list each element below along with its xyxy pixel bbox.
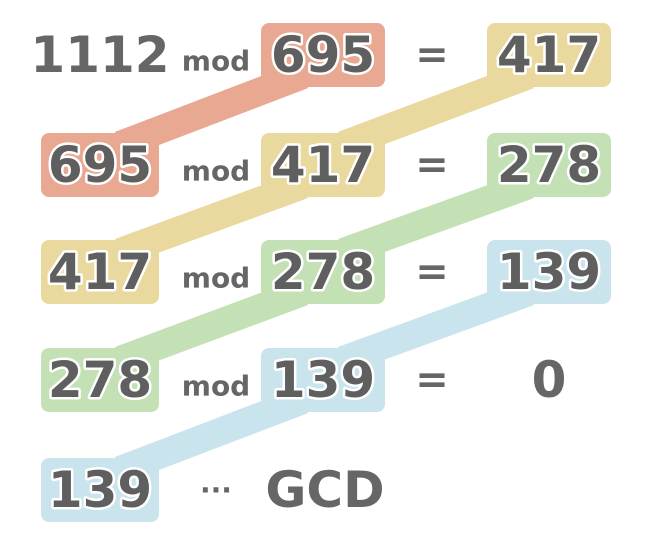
gcd-value: 139 xyxy=(48,461,152,519)
gcd-value-box xyxy=(41,458,159,522)
mod-operator-2: mod xyxy=(182,262,250,295)
equals-sign-1: = xyxy=(415,142,449,188)
equals-sign-0: = xyxy=(415,32,449,78)
dividend-value-0: 1112 xyxy=(30,26,169,84)
box-layer xyxy=(41,23,611,522)
equals-sign-3: = xyxy=(415,357,449,403)
connector-result-1 xyxy=(338,171,534,266)
divisor-value-2: 278 xyxy=(271,243,375,301)
connector-divisor-2 xyxy=(115,278,308,374)
mod-operator-1: mod xyxy=(182,155,250,188)
equals-sign-2: = xyxy=(415,249,449,295)
dividend-box-1 xyxy=(41,133,159,197)
dividend-value-2: 417 xyxy=(48,243,152,301)
result-box-1 xyxy=(487,133,611,197)
divisor-box-2 xyxy=(261,240,385,304)
dividend-box-2 xyxy=(41,240,159,304)
dividend-box-3 xyxy=(41,348,159,412)
dividend-value-3: 278 xyxy=(48,351,152,409)
divisor-value-1: 417 xyxy=(271,136,375,194)
divisor-box-0 xyxy=(261,23,385,87)
result-value-2: 139 xyxy=(497,243,601,301)
divisor-value-0: 695 xyxy=(271,26,375,84)
result-value-3: 0 xyxy=(532,351,567,409)
divisor-box-1 xyxy=(261,133,385,197)
connector-divisor-3 xyxy=(114,386,309,484)
label-layer: 1112 mod 695 = 417 695 mod 417 = 278 417 mod 278 = 139… xyxy=(30,24,603,522)
divisor-box-3 xyxy=(261,348,385,412)
divisor-value-3: 139 xyxy=(271,351,375,409)
connector-result-2 xyxy=(338,278,534,374)
connector-layer xyxy=(114,61,534,484)
dividend-value-1: 695 xyxy=(48,136,152,194)
connector-divisor-0 xyxy=(114,61,309,159)
mod-operator-3: mod xyxy=(182,370,250,403)
result-value-0: 417 xyxy=(497,26,601,84)
ellipsis: ··· xyxy=(200,474,232,507)
connector-divisor-1 xyxy=(115,171,308,266)
result-box-2 xyxy=(487,240,611,304)
result-value-1: 278 xyxy=(497,136,601,194)
gcd-label: GCD xyxy=(265,461,384,519)
connector-result-0 xyxy=(338,61,534,159)
result-box-0 xyxy=(487,23,611,87)
mod-operator-0: mod xyxy=(182,45,250,78)
